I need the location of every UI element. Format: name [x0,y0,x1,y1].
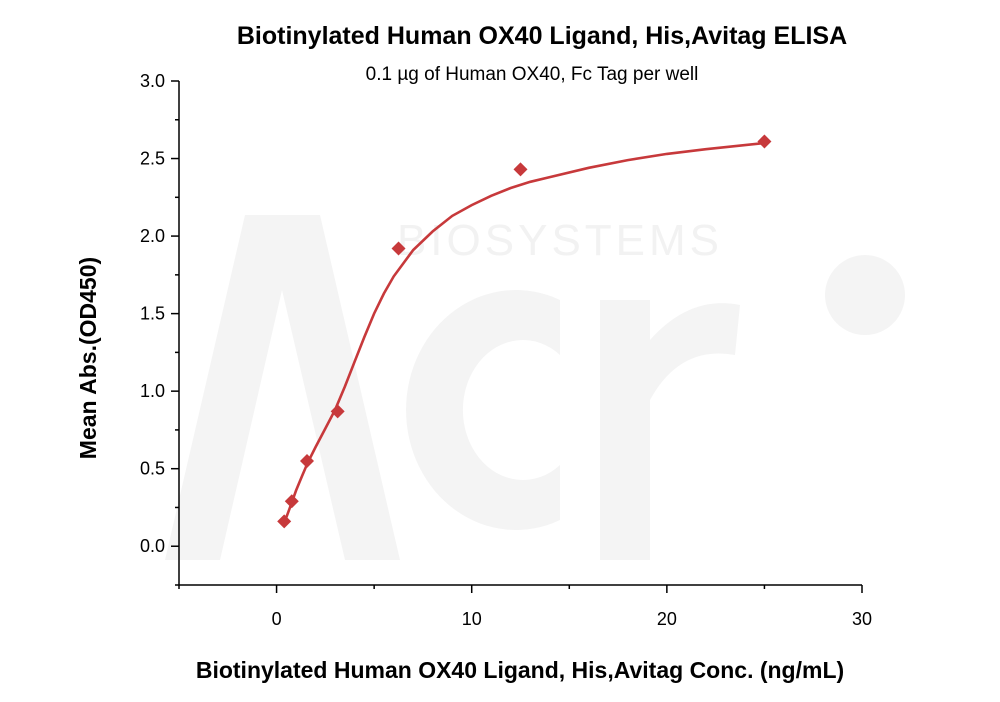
y-tick-label: 3.0 [140,71,165,91]
y-tick-label: 0.5 [140,459,165,479]
y-tick-label: 1.0 [140,381,165,401]
watermark-tagline: BIOSYSTEMS [397,216,723,265]
data-point [330,404,345,419]
data-point [513,162,528,177]
y-axis-label: Mean Abs.(OD450) [75,257,101,459]
x-tick-label: 10 [462,609,482,629]
data-points [277,134,772,529]
y-tick-label: 2.5 [140,149,165,169]
x-axis-label: Biotinylated Human OX40 Ligand, His,Avit… [196,657,844,683]
y-tick-label: 1.5 [140,304,165,324]
axes: 0.0 0.5 1.0 1.5 2.0 2.5 3.0 0 10 20 30 [140,71,872,629]
data-point [284,494,299,509]
x-tick-label: 30 [852,609,872,629]
data-point [300,453,315,468]
chart-title: Biotinylated Human OX40 Ligand, His,Avit… [237,22,847,50]
x-tick-label: 20 [657,609,677,629]
fit-curve-group [282,141,765,524]
fit-curve [282,141,765,524]
watermark: BIOSYSTEMS [165,215,905,560]
y-tick-label: 0.0 [140,536,165,556]
data-point [391,241,406,256]
chart-subtitle: 0.1 µg of Human OX40, Fc Tag per well [366,64,699,85]
data-point [757,134,772,149]
data-point [277,514,292,529]
y-tick-label: 2.0 [140,226,165,246]
x-tick-label: 0 [272,609,282,629]
